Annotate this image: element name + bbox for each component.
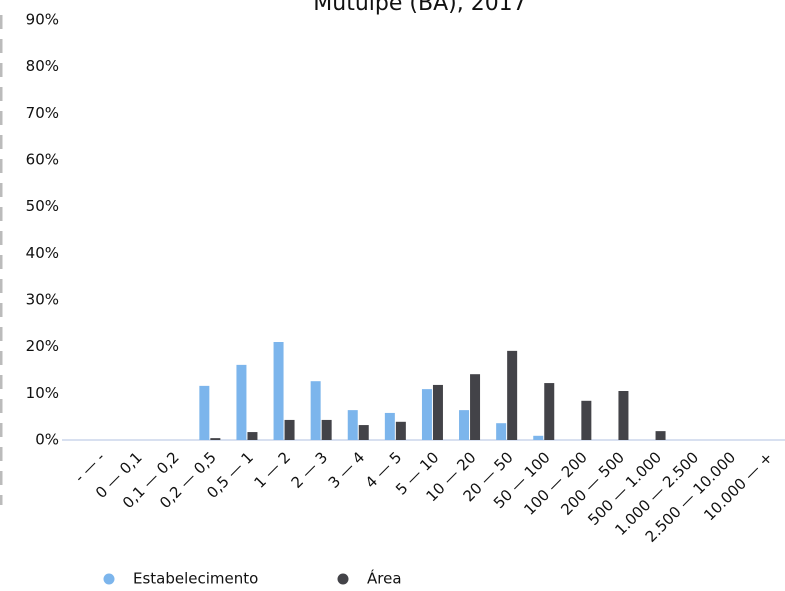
bar — [273, 342, 284, 440]
bar — [247, 432, 258, 440]
bar — [321, 419, 332, 440]
bar — [358, 425, 369, 440]
y-tick-label: 60% — [26, 151, 59, 169]
legend-marker — [103, 573, 115, 585]
bar — [581, 400, 592, 440]
bar — [236, 364, 247, 440]
bar — [347, 410, 358, 440]
x-tick-label: 1 — 2 — [250, 448, 294, 492]
bar — [432, 384, 443, 440]
bar — [459, 410, 470, 440]
y-tick-label: 90% — [26, 11, 59, 29]
y-tick-label: 0% — [35, 431, 59, 449]
bar — [496, 423, 507, 440]
bar — [533, 435, 544, 440]
legend-label: Área — [367, 569, 402, 588]
y-tick-label: 70% — [26, 104, 59, 122]
y-tick-label: 30% — [26, 291, 59, 309]
y-tick-label: 20% — [26, 337, 59, 355]
bar — [310, 381, 321, 440]
legend-marker — [337, 573, 349, 585]
bar — [395, 421, 406, 440]
x-tick-label: 2 — 3 — [288, 448, 332, 492]
bar — [470, 374, 481, 440]
y-tick-label: 10% — [26, 384, 59, 402]
bar — [507, 350, 518, 440]
legend-label: Estabelecimento — [133, 570, 258, 588]
chart-title: Mutuípe (BA), 2017 — [313, 0, 526, 16]
x-tick-label: 3 — 4 — [325, 448, 369, 492]
bar — [544, 383, 555, 440]
bar — [655, 431, 666, 440]
bar — [618, 391, 629, 440]
bar — [284, 419, 295, 440]
y-tick-label: 80% — [26, 57, 59, 75]
bar — [384, 412, 395, 440]
bar — [421, 389, 432, 440]
bar — [199, 385, 210, 440]
y-tick-label: 50% — [26, 197, 59, 215]
y-tick-label: 40% — [26, 244, 59, 262]
bar — [210, 438, 221, 440]
